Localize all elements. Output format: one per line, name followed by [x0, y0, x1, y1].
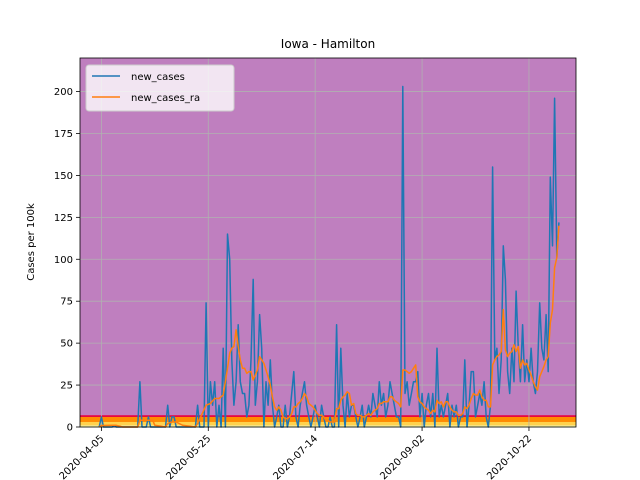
legend: new_cases new_cases_ra [85, 64, 235, 112]
y-tick-label: 200 [54, 87, 73, 98]
threshold-band-2 [80, 416, 576, 422]
y-tick-label: 125 [54, 213, 73, 224]
plot-frame [79, 57, 577, 428]
threshold-band-3 [80, 415, 576, 417]
x-tick-label: 2020-10-22 [485, 433, 534, 480]
y-tick-label: 100 [54, 255, 73, 266]
y-tick-label: 75 [60, 297, 73, 308]
plot-background [80, 58, 576, 427]
y-axis-label: Cases per 100k [26, 203, 37, 281]
chart-title: Iowa - Hamilton [281, 37, 375, 51]
x-tick-label: 2020-09-02 [378, 433, 427, 480]
series-line-new-cases-ra [98, 225, 560, 428]
y-tick-label: 0 [67, 423, 73, 434]
y-tick-label: 25 [60, 381, 73, 392]
y-tick-label: 50 [60, 339, 73, 350]
legend-label-new-cases-ra: new_cases_ra [131, 93, 200, 104]
x-tick-label: 2020-07-14 [271, 433, 320, 480]
series-line-new-cases [98, 85, 560, 428]
y-tick-label: 175 [54, 129, 73, 140]
x-tick-label: 2020-04-05 [58, 433, 107, 480]
y-tick-label: 150 [54, 171, 73, 182]
legend-label-new-cases: new_cases [131, 72, 185, 83]
legend-box [85, 64, 235, 112]
x-tick-label: 2020-05-25 [165, 433, 214, 480]
